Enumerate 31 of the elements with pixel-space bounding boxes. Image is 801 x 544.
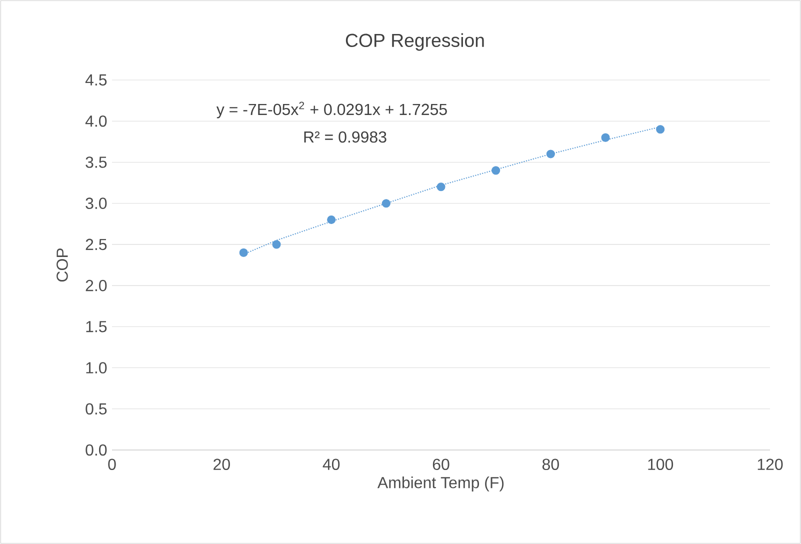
point — [436, 182, 446, 192]
point — [239, 248, 248, 257]
y-tick-label: 1.0 — [86, 362, 107, 374]
y-tick-label: 0.5 — [86, 403, 107, 415]
point — [546, 150, 555, 158]
x-tick-label: 40 — [322, 458, 340, 470]
x-tick-label: 120 — [758, 458, 783, 470]
annotation: R² = 0.9983 — [304, 131, 386, 143]
y-tick-label: 2.0 — [86, 280, 107, 292]
point — [601, 133, 610, 142]
y-tick-label: 3.0 — [86, 198, 107, 209]
chart-title: COP Regression — [346, 33, 484, 51]
x-tick-label: 60 — [432, 458, 450, 470]
x-tick-label: 0 — [108, 458, 116, 470]
x-tick-label: 100 — [648, 458, 674, 470]
y-tick-label: 4.0 — [85, 115, 107, 127]
y-axis-title: COP — [56, 248, 68, 282]
point — [382, 199, 390, 208]
point — [272, 240, 281, 249]
annotation: y = -7E-05x$^{2}$ + 0.0291x + 1.7255 — [216, 102, 447, 118]
x-tick-label: 20 — [214, 458, 230, 470]
y-tick-label: 3.5 — [86, 156, 107, 168]
y-tick-label: 2.5 — [86, 238, 107, 250]
x-axis-title: Ambient Temp (F) — [377, 476, 504, 492]
y-tick-label: 4.5 — [85, 74, 107, 86]
y-tick-label: 1.5 — [86, 321, 107, 332]
point — [327, 216, 336, 224]
point — [492, 166, 500, 175]
point — [656, 125, 665, 134]
y-tick-label: 0.0 — [86, 444, 107, 456]
x-tick-label: 80 — [542, 458, 559, 470]
